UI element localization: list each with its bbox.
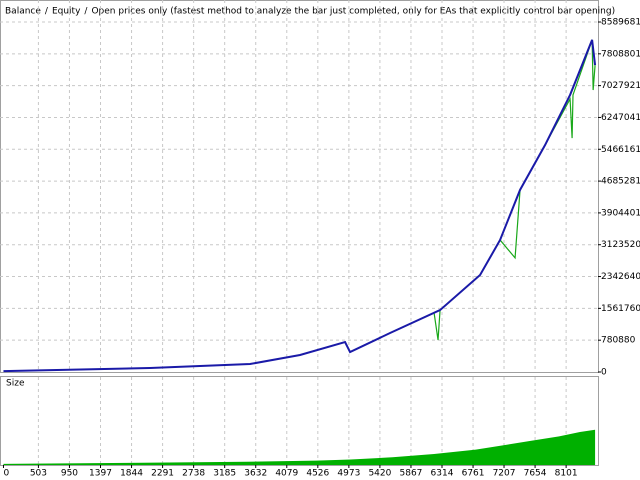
size-area	[3, 429, 596, 465]
y-tick-label: 8589681	[601, 17, 640, 27]
x-tick-label: 6314	[431, 469, 454, 479]
x-tick-label: 7207	[493, 469, 516, 479]
x-tick-label: 2291	[151, 469, 174, 479]
legend-entry: Equity	[52, 7, 81, 17]
x-tick-label: 7654	[524, 469, 547, 479]
y-tick-label: 4685281	[601, 177, 640, 187]
x-tick-label: 503	[30, 469, 47, 479]
x-tick-label: 1397	[89, 469, 112, 479]
y-tick-label: 6247041	[601, 113, 640, 123]
legend-separator: /	[45, 7, 49, 17]
y-tick-label: 780880	[601, 336, 636, 346]
y-tick-label: 7808801	[601, 49, 640, 59]
x-tick-label: 4973	[337, 469, 360, 479]
y-tick-label: 5466161	[601, 145, 640, 155]
x-tick-label: 3632	[244, 469, 267, 479]
legend: Balance / Equity / Open prices only (fastest…	[5, 7, 615, 17]
y-tick-label: 3123520	[601, 240, 640, 250]
x-tick-label: 4079	[275, 469, 298, 479]
main-panel	[0, 0, 599, 373]
y-tick-label: 2342640	[601, 272, 640, 282]
y-tick-label: 7027921	[601, 81, 640, 91]
x-tick-label: 0	[3, 469, 9, 479]
y-tick-label: 0	[601, 368, 607, 378]
series-line	[3, 39, 597, 373]
x-tick-label: 2738	[182, 469, 205, 479]
subtitle: Open prices only (fastest method to anal…	[91, 7, 615, 17]
legend-entry: Balance	[5, 7, 41, 17]
x-tick-label: 1844	[120, 469, 143, 479]
x-tick-label: 8101	[555, 469, 578, 479]
legend-separator: /	[84, 7, 88, 17]
x-tick-label: 3185	[213, 469, 236, 479]
x-tick-label: 950	[61, 469, 78, 479]
y-tick-label: 3904401	[601, 208, 640, 218]
x-tick-label: 6761	[462, 469, 485, 479]
x-tick-label: 5867	[400, 469, 423, 479]
y-tick-label: 1561760	[601, 304, 640, 314]
size-label: Size	[6, 379, 25, 389]
x-tick-label: 4526	[306, 469, 329, 479]
x-tick-label: 5420	[368, 469, 391, 479]
